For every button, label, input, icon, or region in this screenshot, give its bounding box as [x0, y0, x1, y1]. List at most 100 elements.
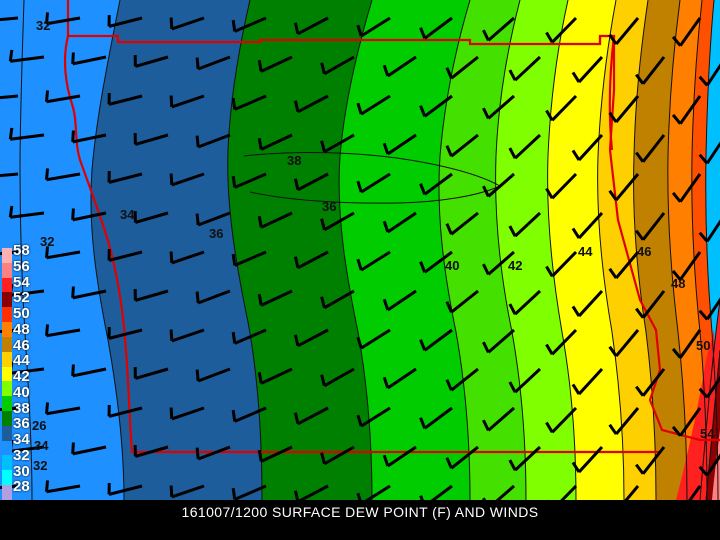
wind-barb: [293, 94, 329, 114]
contour-label: 42: [508, 258, 522, 273]
wind-barb: [545, 94, 578, 122]
contour-label: 26: [32, 418, 46, 433]
wind-barb: [356, 94, 391, 116]
wind-barb: [356, 328, 391, 350]
colorbar-segment: [2, 307, 12, 323]
wind-barb: [382, 289, 417, 312]
wind-barbs: [0, 12, 720, 500]
wind-barb: [107, 326, 143, 340]
wind-barb: [0, 172, 19, 178]
wind-barb: [545, 328, 578, 356]
wind-barb: [445, 445, 479, 470]
wind-barb: [382, 367, 417, 390]
wind-barb: [71, 208, 107, 222]
colorbar-label: 42: [13, 368, 30, 385]
wind-barb: [257, 367, 293, 385]
band-fill-32: [0, 0, 124, 500]
map-canvas[interactable]: 32 32 34 36 36 38 40 42 44 46 48 50 54 26 34 32 58 56 54 5…: [0, 0, 720, 500]
wind-barb: [482, 406, 515, 432]
colorbar-label: 58: [13, 242, 30, 259]
wind-barb: [508, 133, 542, 160]
contour-label: 50: [696, 338, 710, 353]
wind-barb: [45, 402, 81, 416]
wind-barb: [419, 250, 453, 274]
colorbar-label: 56: [13, 257, 30, 275]
contour-label: 32: [36, 18, 50, 33]
wind-barb: [545, 16, 578, 44]
contour-label: 54: [700, 426, 715, 441]
colorbar-label: 44: [13, 352, 30, 370]
wind-barb: [45, 12, 81, 26]
wind-barb: [45, 246, 81, 260]
wind-barb: [195, 367, 231, 383]
wind-barb: [482, 172, 515, 198]
colorbar-label: 40: [13, 383, 30, 401]
wind-barb: [169, 94, 205, 109]
wind-barb: [671, 251, 702, 281]
colorbar-label: 54: [13, 273, 30, 291]
colorbar-segment: [2, 381, 12, 397]
contour-label: 44: [578, 244, 593, 259]
wind-barb: [482, 484, 515, 500]
band-fill-38: [339, 0, 470, 500]
wind-barb: [356, 250, 391, 272]
wind-barb: [320, 55, 355, 76]
colorbar-label: 30: [13, 462, 30, 480]
wind-barb: [45, 90, 81, 104]
colorbar-label: 52: [13, 289, 30, 307]
wind-barb: [107, 248, 143, 262]
wind-barb: [698, 375, 720, 399]
wind-barb: [698, 63, 720, 87]
contour-label: 46: [637, 244, 651, 259]
wind-barb: [195, 55, 231, 71]
wind-barb: [382, 55, 417, 78]
wind-barb: [635, 56, 666, 85]
wind-barb: [419, 94, 453, 118]
wind-barb: [445, 55, 479, 80]
wind-barb: [445, 133, 479, 158]
colorbar-segment: [2, 322, 12, 337]
wind-barb: [0, 250, 19, 256]
contour-label: 34: [34, 438, 49, 453]
wind-barb: [107, 14, 143, 28]
wind-barb: [571, 133, 604, 162]
colorbar-segment: [2, 440, 12, 456]
wind-barb: [608, 329, 640, 358]
wind-barb: [293, 250, 329, 270]
colorbar-segment: [2, 336, 12, 352]
wind-barb: [671, 329, 702, 359]
wind-barb: [107, 482, 143, 496]
dew-point-colorbar[interactable]: [2, 248, 12, 500]
wind-barb: [624, 485, 640, 500]
colorbar-label: 38: [13, 399, 30, 417]
wind-barb: [231, 16, 267, 33]
contour-label: 34: [120, 207, 135, 222]
wind-barb: [71, 52, 107, 66]
wind-barb: [635, 134, 666, 163]
wind-barb: [293, 484, 329, 500]
wind-barb: [419, 172, 453, 196]
wind-barb: [169, 250, 205, 265]
wind-barb: [293, 328, 329, 348]
wind-barb: [133, 367, 169, 380]
colorbar-segment: [2, 455, 12, 471]
wind-barb: [508, 55, 542, 82]
wind-barb: [133, 211, 169, 224]
wind-barb: [0, 94, 19, 100]
wind-barb: [0, 406, 19, 412]
wind-barb: [545, 172, 578, 200]
wind-barb: [257, 55, 293, 73]
wind-barb: [608, 17, 640, 46]
wind-barb: [356, 16, 391, 38]
band-fill-34: [90, 0, 263, 500]
wind-barb: [257, 133, 293, 151]
wind-barb: [320, 133, 355, 154]
wind-barb: [0, 16, 19, 22]
wind-barb: [571, 367, 604, 396]
contour-label: 38: [287, 153, 301, 168]
wind-barb: [698, 297, 720, 321]
colorbar-segment: [2, 292, 12, 308]
figure-title: 161007/1200 SURFACE DEW POINT (F) AND WI…: [181, 504, 539, 520]
colorbar-segment: [2, 425, 12, 441]
